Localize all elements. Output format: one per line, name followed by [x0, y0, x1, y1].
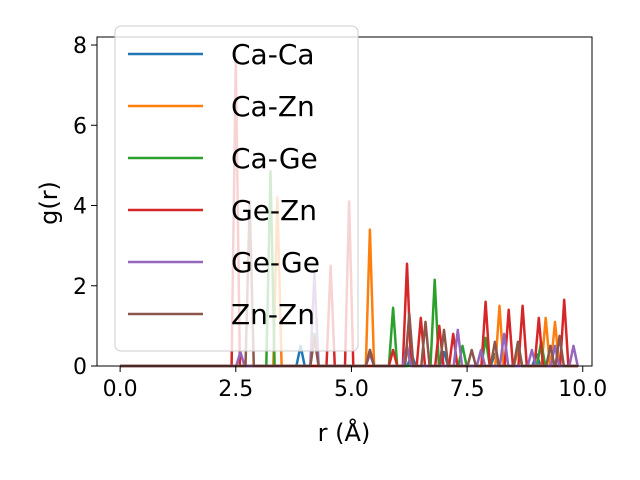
x-axis-label: r (Å): [318, 418, 371, 447]
y-tick-label: 4: [73, 195, 87, 220]
legend-item-ge-ge: Ge-Ge: [128, 246, 320, 279]
y-axis-label: g(r): [35, 181, 63, 225]
legend-label: Ca-Ca: [231, 38, 315, 71]
legend-item-zn-zn: Zn-Zn: [128, 298, 315, 331]
y-tick-label: 0: [73, 355, 87, 380]
y-tick-label: 6: [73, 114, 87, 139]
legend-item-ca-zn: Ca-Zn: [128, 90, 315, 123]
x-tick-label: 0.0: [103, 377, 138, 402]
legend-item-ca-ca: Ca-Ca: [128, 38, 315, 71]
legend-label: Ca-Ge: [231, 142, 318, 175]
legend-label: Ge-Ge: [231, 246, 320, 279]
x-tick-label: 2.5: [218, 377, 253, 402]
y-tick-label: 8: [73, 34, 87, 59]
x-tick-label: 10.0: [558, 377, 607, 402]
x-tick-label: 5.0: [334, 377, 369, 402]
y-axis: 0 2 4 6 8: [73, 34, 97, 380]
legend-item-ge-zn: Ge-Zn: [128, 194, 317, 227]
legend-label: Ge-Zn: [231, 194, 317, 227]
legend-label: Ca-Zn: [231, 90, 315, 123]
series-line-zn-zn: [120, 200, 579, 368]
legend-label: Zn-Zn: [231, 298, 315, 331]
x-tick-label: 7.5: [450, 377, 485, 402]
legend-item-ca-ge: Ca-Ge: [128, 142, 318, 175]
y-tick-label: 2: [73, 275, 87, 300]
x-axis: 0.0 2.5 5.0 7.5 10.0: [103, 366, 607, 402]
legend: Ca-Ca Ca-Zn Ca-Ge Ge-Zn Ge-Ge Zn-Zn: [114, 25, 359, 352]
